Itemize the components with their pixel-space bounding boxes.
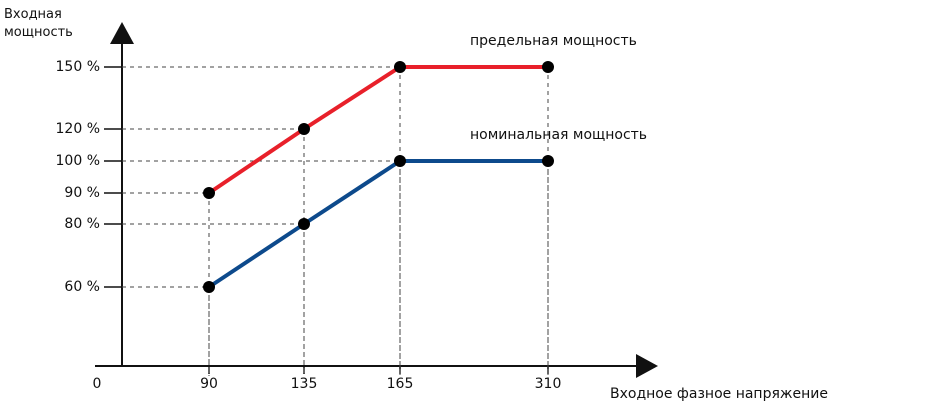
point [203,187,215,199]
point [542,61,554,73]
series-line [207,159,548,289]
x-axis-arrow [636,354,658,378]
point [298,123,310,135]
series-line [207,65,548,195]
x-tick-label: 165 [387,376,414,392]
y-tick-label: 80 % [64,216,100,232]
series-label: предельная мощность [470,33,637,49]
point [203,281,215,293]
y-tick-label: 120 % [56,121,100,137]
point [542,155,554,167]
point [394,61,406,73]
y-tick-label: 150 % [56,59,100,75]
point [298,218,310,230]
x-tick-label: 0 [93,376,102,392]
y-tick-label: 90 % [64,185,100,201]
y-tick-label: 100 % [56,153,100,169]
x-tick-label: 310 [535,376,562,392]
x-tick-label: 135 [291,376,318,392]
x-tick-label: 90 [200,376,218,392]
series-label: номинальная мощность [470,127,647,143]
y-tick-label: 60 % [64,279,100,295]
y-axis-arrow [110,22,134,44]
x-axis-label: Входное фазное напряжение [610,386,828,402]
point [394,155,406,167]
y-axis-label: Входная мощность [4,7,73,40]
